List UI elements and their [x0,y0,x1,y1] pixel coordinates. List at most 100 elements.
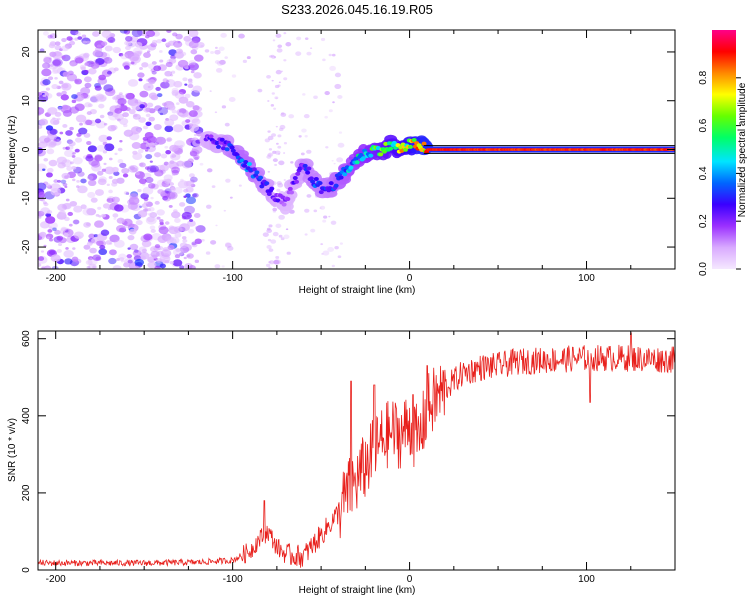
spectrogram-noise-blob [74,57,84,64]
spectrogram-noise-blob [95,213,100,217]
spectrogram-noise-blob [143,233,153,241]
spectrogram-noise-blob [56,117,61,121]
spectrogram-noise-blob [135,219,143,226]
spectrogram-noise-blob [164,145,169,149]
spectrogram-ridge-core [353,156,359,161]
spectrogram-noise-blob [109,157,113,161]
colorbar-gradient [712,30,736,269]
spectrogram-noise-blob [49,238,54,242]
spectrogram-noise-blob [84,102,92,108]
spectrogram-noise-blob [173,40,183,48]
spectrogram-x-tick-label: -100 [223,273,243,284]
spectrogram-noise-blob [306,51,312,56]
spectrogram-noise-blob [183,188,189,193]
spectrogram-noise-blob [188,60,196,66]
spectrogram-noise-blob [328,53,332,57]
spectrogram-noise-blob [171,166,180,174]
spectrogram-noise-blob [57,106,64,111]
spectrogram-noise-blob [61,55,66,59]
spectrogram-noise-blob [101,41,108,46]
spectrogram-noise-blob [179,242,188,249]
spectrogram-ridge-core [239,158,245,163]
spectrogram-noise-blob [262,232,269,237]
spectrogram-noise-blob [147,212,152,216]
spectrogram-noise-blob [322,58,326,62]
spectrogram-noise-blob [270,239,277,244]
spectrogram-noise-blob [107,111,114,116]
spectrogram-noise-blob [88,233,96,239]
spectrogram-noise-blob [145,121,152,127]
spectrogram-noise-blob [112,213,119,218]
spectrogram-noise-blob [104,45,113,52]
spectrogram-noise-blob [143,82,154,91]
spectrogram-ridge-core [246,162,252,167]
spectrogram-noise-blob [38,146,44,155]
spectrogram-ridge [199,131,675,215]
spectrogram-noise-blob [103,84,114,92]
spectrogram-noise-blob [43,202,49,207]
spectrogram-noise-blob [82,54,89,59]
spectrogram-noise-blob [192,85,203,93]
spectrogram-noise-blob [114,204,124,212]
spectrogram-noise-blob [228,96,236,103]
spectrogram-noise-blob [137,210,148,218]
spectrogram-noise-blob [319,207,322,209]
spectrogram-noise-blob [146,146,150,150]
spectrogram-noise-blob [132,249,142,257]
spectrogram-noise-blob [162,102,167,107]
spectrogram-noise-blob [286,251,291,255]
spectrogram-noise-blob [156,209,165,216]
spectrogram-noise-blob [38,92,42,97]
spectrogram-field [38,30,345,269]
spectrogram-noise-blob [174,254,181,259]
spectrogram-noise-blob [65,130,73,136]
spectrogram-noise-blob [64,185,68,188]
spectrogram-noise-blob [285,228,289,231]
spectrogram-noise-blob [169,260,175,265]
spectrogram-noise-blob [87,173,98,181]
spectrogram-ridge-core [243,160,249,165]
spectrogram-noise-blob [167,244,175,251]
spectrogram-noise-blob [62,124,68,128]
spectrogram-noise-blob [57,105,63,110]
spectrogram-noise-blob [165,150,172,155]
spectrogram-noise-blob [119,162,127,169]
spectrogram-noise-blob [69,61,76,67]
spectrogram-noise-blob [65,198,70,202]
spectrogram-noise-blob [150,229,156,233]
spectrogram-noise-blob [128,228,137,235]
spectrogram-noise-blob [275,223,282,229]
spectrogram-noise-blob [123,30,131,35]
spectrogram-noise-blob [40,250,44,253]
spectrogram-ridge-core [360,156,366,161]
spectrogram-noise-blob [84,69,89,73]
spectrogram-noise-blob [188,115,200,124]
spectrogram-noise-blob [278,214,285,220]
spectrogram-noise-blob [48,57,52,60]
spectrogram-noise-blob [157,107,169,115]
spectrogram-noise-blob [179,265,185,269]
spectrogram-noise-blob [124,40,132,46]
spectrogram-noise-blob [301,128,307,133]
spectrogram-y-tick-label: 10 [21,95,32,107]
spectrogram-noise-blob [139,205,143,208]
spectrogram-noise-blob [150,196,154,200]
spectrogram-noise-blob [268,248,274,252]
spectrogram-noise-blob [267,135,274,141]
spectrogram-noise-blob [183,256,187,260]
spectrogram-noise-blob [276,48,283,53]
snr-x-tick-label: -100 [223,574,243,585]
spectrogram-noise-blob [56,248,62,253]
spectrogram-noise-blob [101,213,106,218]
spectrogram-ridge-core [294,179,300,184]
spectrogram-noise-blob [227,246,234,251]
spectrogram-noise-blob [278,234,283,238]
spectrogram-noise-blob [178,96,189,104]
spectrogram-noise-blob [214,49,221,55]
spectrogram-noise-blob [69,161,74,165]
spectrogram-noise-blob [106,136,112,141]
spectrogram-noise-blob [194,54,204,62]
spectrogram-noise-blob [72,151,76,155]
spectrogram-noise-blob [283,152,286,154]
spectrogram-noise-blob [69,126,74,131]
